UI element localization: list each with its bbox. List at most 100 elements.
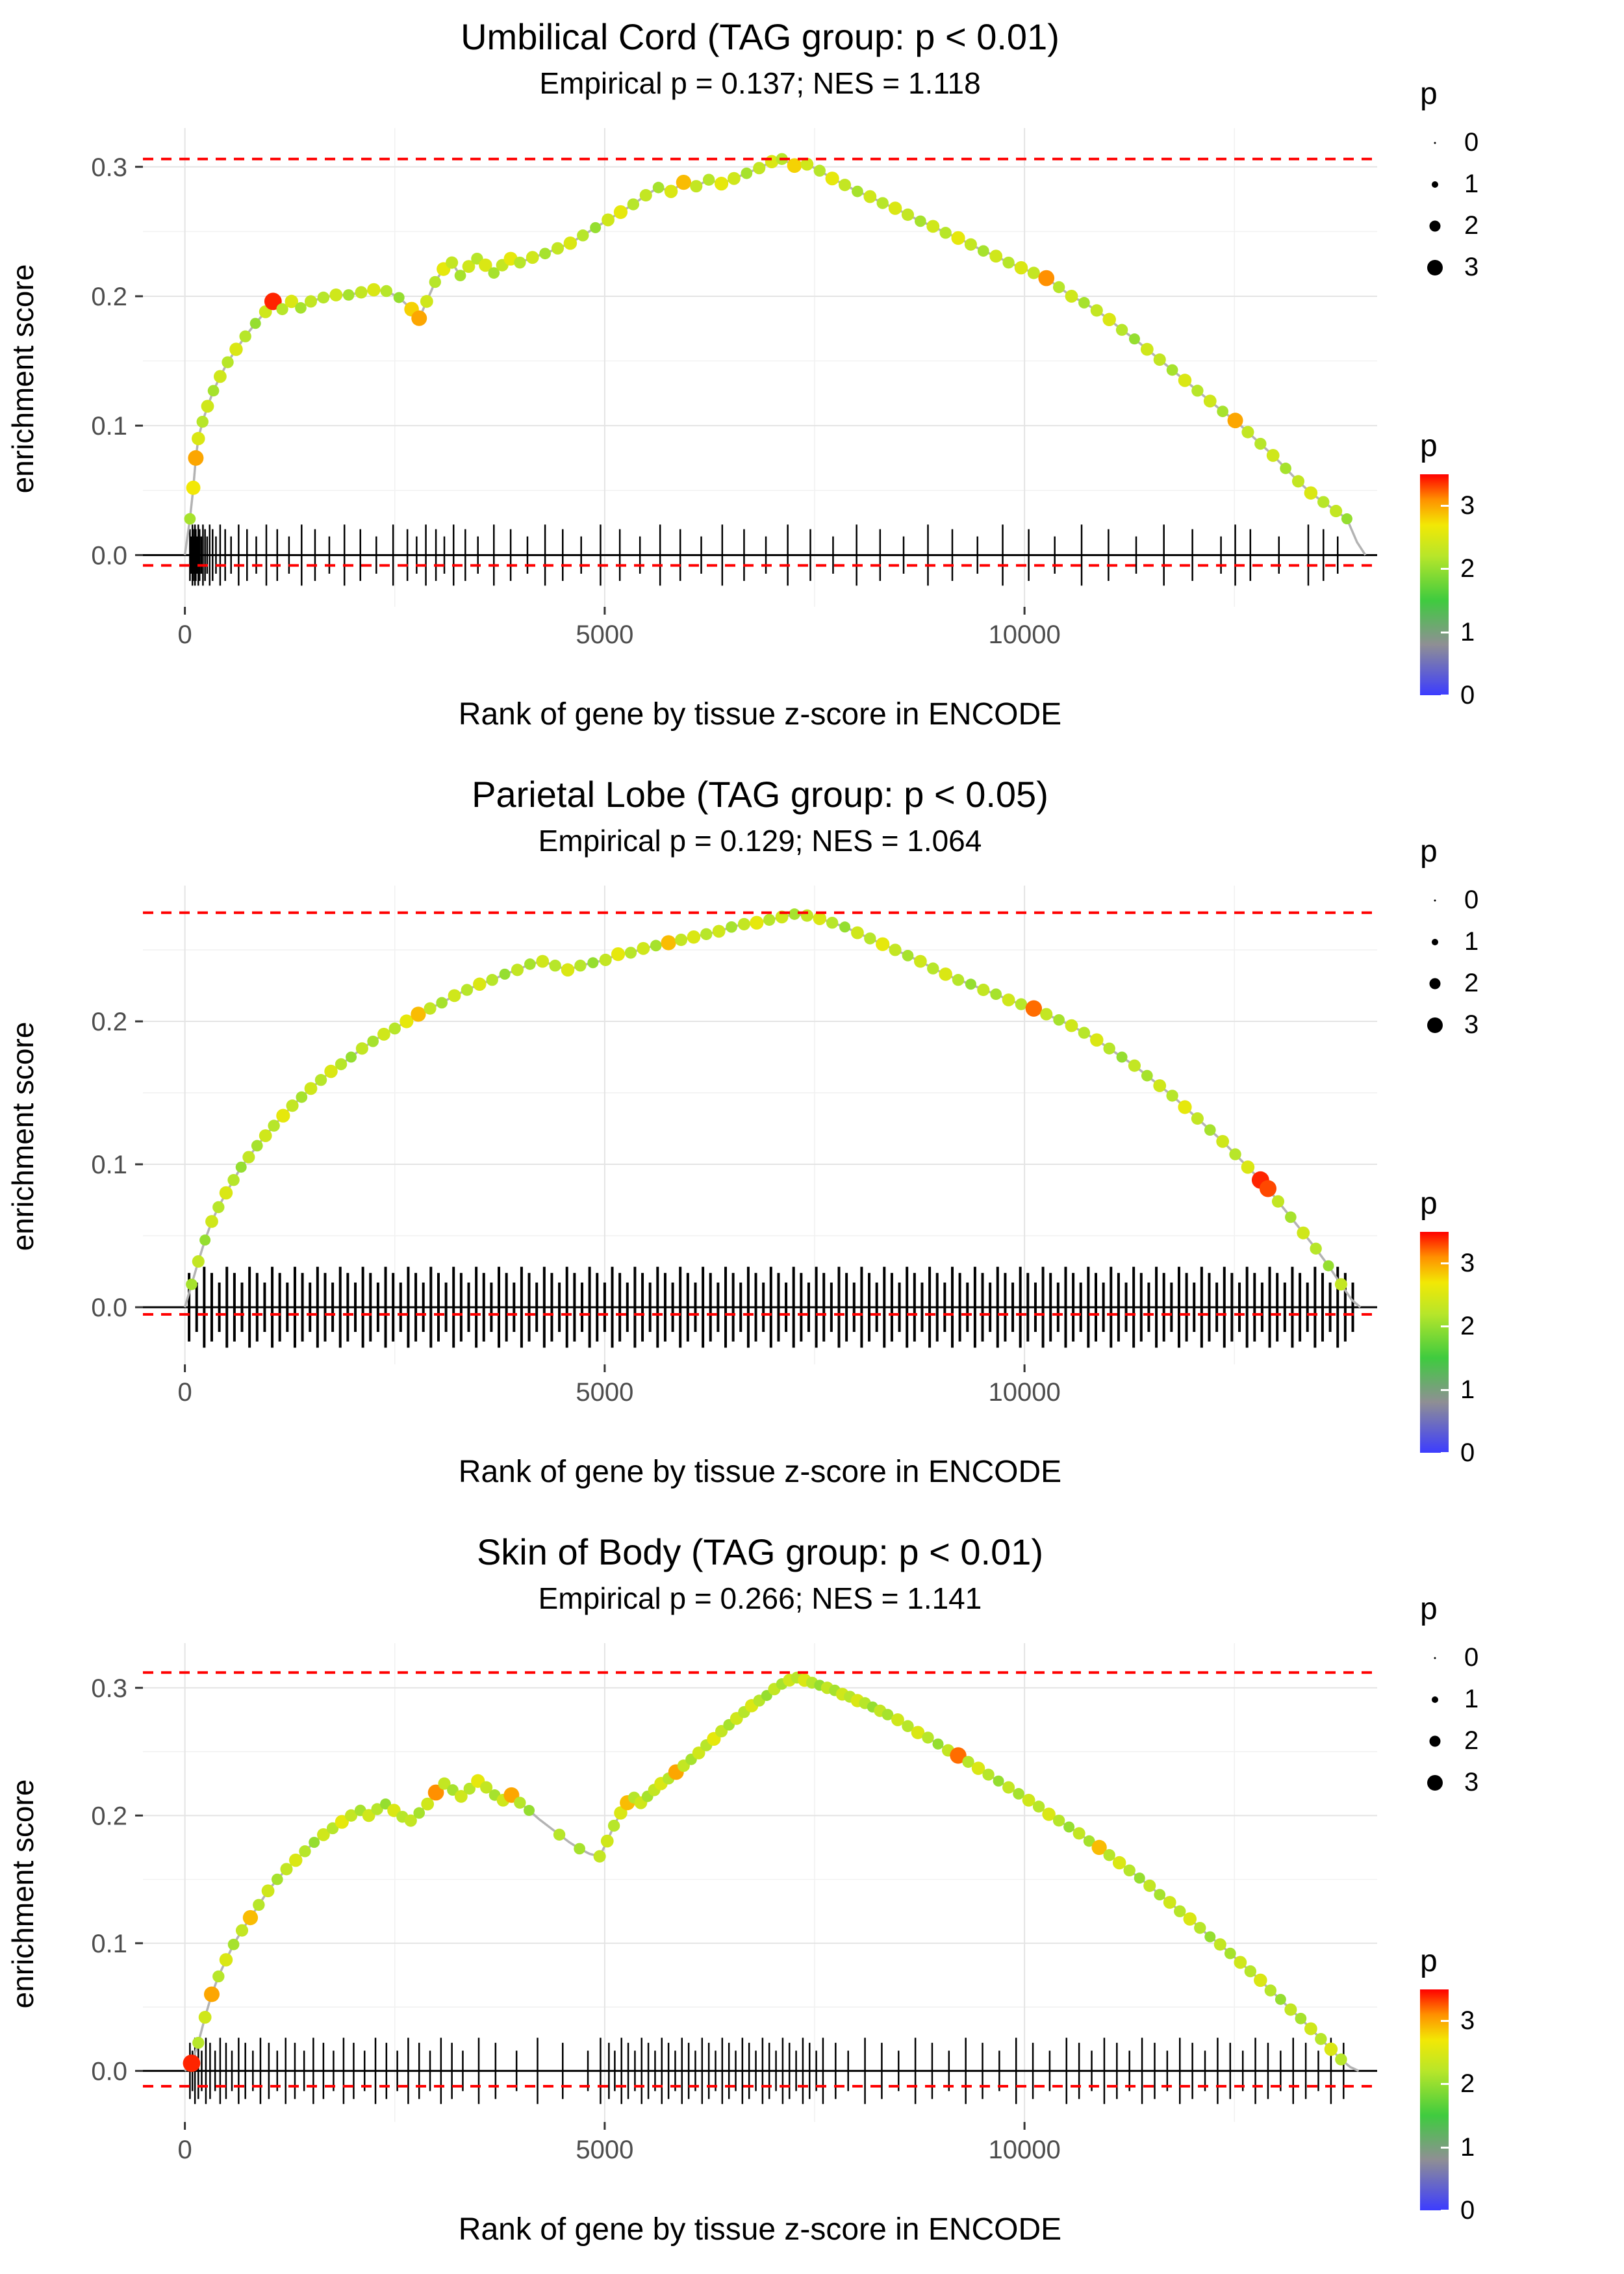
panel-subtitle: Empirical p = 0.137; NES = 1.118 (539, 66, 981, 100)
size-legend-label: 0 (1464, 1643, 1479, 1672)
gradient-tick (1441, 2020, 1449, 2023)
point-size-swatch (1420, 1010, 1450, 1040)
y-tick-label: 0.0 (91, 541, 127, 570)
x-tick-label: 10000 (989, 620, 1061, 649)
gene-points (183, 1671, 1347, 2072)
x-axis-title: Rank of gene by tissue z-score in ENCODE (458, 2212, 1062, 2247)
size-dot-icon (1434, 142, 1436, 144)
size-legend-item: 0 (1420, 122, 1624, 164)
y-tick-label: 0.2 (91, 283, 127, 311)
x-axis: 0 5000 10000 (178, 1364, 1061, 1407)
gradient-tick (1441, 568, 1449, 570)
y-axis-title-column: enrichment score (0, 110, 45, 695)
point-size-swatch (1420, 1685, 1450, 1715)
y-axis-title-column: enrichment score (0, 867, 45, 1453)
gradient-tick (1441, 2146, 1449, 2149)
size-legend-label: 1 (1464, 1685, 1479, 1714)
point-size-swatch (1420, 886, 1450, 915)
enrichment-plot: 0 5000 10000 0.0 0.1 0.2 0.3 (91, 1642, 1377, 2164)
gradient-tick-label: 2 (1460, 1312, 1475, 1341)
point-size-swatch (1420, 1643, 1450, 1673)
panel-title: Parietal Lobe (TAG group: p < 0.05) (472, 774, 1048, 815)
color-legend-title: p (1420, 1943, 1438, 1978)
gradient-tick (1441, 1325, 1449, 1328)
x-tick-label: 5000 (576, 620, 633, 649)
gene-points (184, 153, 1352, 525)
plot-row: enrichment score 0 5000 10000 0.0 0.1 0.2 0.3 … (0, 1592, 1624, 2223)
size-legend-title: p (1420, 834, 1438, 869)
gradient-tick (1441, 694, 1449, 696)
size-dot-icon (1434, 1657, 1436, 1659)
y-axis: 0.0 0.1 0.2 0.3 (91, 1674, 143, 2086)
gradient-tick (1441, 1388, 1449, 1391)
y-axis: 0.0 0.1 0.2 0.3 (91, 153, 143, 570)
size-legend-label: 3 (1464, 253, 1479, 282)
x-tick-label: 0 (178, 620, 192, 649)
point-size-swatch (1420, 128, 1450, 158)
enrichment-curve (183, 157, 1367, 556)
size-legend-label: 3 (1464, 1010, 1479, 1040)
gradient-tick (1441, 1262, 1449, 1265)
gradient-tick (1441, 2209, 1449, 2212)
color-gradient-bar (1420, 474, 1449, 695)
size-legend-item: 3 (1420, 247, 1624, 288)
size-legend-label: 2 (1464, 1726, 1479, 1756)
size-legend-label: 3 (1464, 1768, 1479, 1797)
size-legend-item: 0 (1420, 1637, 1624, 1679)
size-dot-icon (1427, 1774, 1443, 1791)
gradient-tick (1441, 505, 1449, 507)
gradient-tick-label: 0 (1460, 680, 1475, 709)
y-axis-title: enrichment score (6, 264, 40, 494)
size-dot-icon (1432, 1696, 1438, 1703)
panel-subtitle: Empirical p = 0.129; NES = 1.064 (538, 823, 982, 858)
x-tick-label: 5000 (576, 1378, 633, 1407)
gene-points (186, 908, 1347, 1291)
size-legend-title: p (1420, 76, 1438, 111)
y-axis-title: enrichment score (6, 1021, 40, 1251)
point-size-swatch (1420, 1768, 1450, 1798)
x-axis: 0 5000 10000 (178, 2121, 1061, 2164)
panel-parietal-lobe: Parietal Lobe (TAG group: p < 0.05) Empi… (0, 758, 1624, 1515)
size-legend-item: 2 (1420, 963, 1624, 1004)
panel-title: Skin of Body (TAG group: p < 0.01) (476, 1531, 1044, 1572)
color-gradient-bar (1420, 1989, 1449, 2210)
size-legend-label: 1 (1464, 170, 1479, 199)
size-dot-icon (1429, 978, 1441, 990)
size-legend-label: 0 (1464, 128, 1479, 157)
gene-rug (189, 524, 1339, 586)
y-tick-label: 0.1 (91, 1930, 127, 1958)
gradient-tick (1441, 2083, 1449, 2086)
plot-row: enrichment score 0 5000 10000 0.0 0.1 0.2 0.3 … (0, 77, 1624, 708)
size-legend-item: 1 (1420, 921, 1624, 963)
gradient-tick (1441, 631, 1449, 633)
color-legend-title: p (1420, 1186, 1438, 1221)
size-dot-icon (1427, 259, 1443, 275)
size-dot-icon (1432, 938, 1438, 945)
panel-title: Umbilical Cord (TAG group: p < 0.01) (461, 16, 1059, 57)
gradient-tick-label: 1 (1460, 1375, 1475, 1404)
y-tick-label: 0.0 (91, 1294, 127, 1322)
x-tick-label: 10000 (989, 2136, 1061, 2164)
color-legend: p 3 2 1 0 (1420, 1943, 1624, 2223)
point-size-swatch (1420, 170, 1450, 199)
size-legend-label: 2 (1464, 969, 1479, 998)
x-axis: 0 5000 10000 (178, 606, 1061, 649)
x-axis-title: Rank of gene by tissue z-score in ENCODE (458, 1454, 1062, 1489)
x-tick-label: 5000 (576, 2136, 633, 2164)
x-tick-label: 10000 (989, 1378, 1061, 1407)
gradient-tick-label: 3 (1460, 2006, 1475, 2036)
color-legend-title: p (1420, 428, 1438, 463)
size-legend-label: 1 (1464, 927, 1479, 956)
size-dot-icon (1429, 1735, 1441, 1747)
enrichment-plot: 0 5000 10000 0.0 0.1 0.2 0.3 (91, 127, 1377, 649)
size-legend-label: 2 (1464, 211, 1479, 240)
color-gradient-wrap: 3 2 1 0 (1420, 1989, 1504, 2223)
size-legend-label: 0 (1464, 886, 1479, 915)
x-tick-label: 0 (178, 1378, 192, 1407)
point-size-swatch (1420, 211, 1450, 241)
